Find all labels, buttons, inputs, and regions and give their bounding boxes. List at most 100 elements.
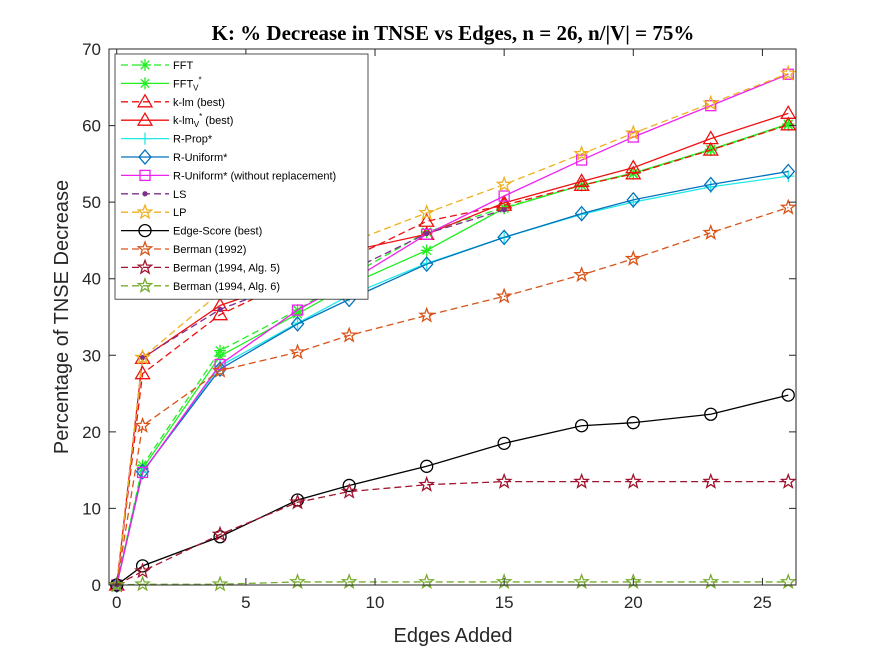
legend-item: Berman (1992) [121,240,246,257]
legend-marker [139,59,151,71]
data-point [213,530,227,544]
chart-title: K: % Decrease in TNSE vs Edges, n = 26, … [212,21,695,45]
data-point [134,348,152,365]
y-tick-label: 70 [82,40,101,59]
data-point [342,478,356,493]
legend: FFT FFTV* k-lm (best) k-lmV* (best) R-Prop* R… [114,53,369,300]
legend-item: FFTV* [121,75,202,92]
data-point [702,472,720,489]
legend-label: LS [173,189,186,201]
data-point [495,472,513,489]
data-point [626,191,641,208]
y-tick-label: 0 [92,576,101,595]
data-point [134,416,152,433]
legend-marker [138,149,152,165]
x-tick-label: 20 [624,593,643,612]
data-point [779,64,797,81]
data-point [291,317,304,330]
data-point [214,358,226,371]
data-point [211,525,229,542]
data-point [627,131,639,143]
data-point [420,244,433,257]
legend-item: Berman (1994, Alg. 6) [121,276,280,293]
legend-item: k-lm (best) [121,93,225,109]
x-tick-label: 10 [366,593,385,612]
legend-item: LP [121,203,186,220]
data-point [497,436,511,450]
legend-label: R-Uniform* [173,152,228,164]
data-point [289,343,306,360]
data-point [704,407,718,421]
data-point [573,472,591,489]
data-point [424,230,430,237]
legend-label: FFTV* [173,75,202,92]
data-point [134,562,152,579]
data-point [495,175,513,192]
data-point [703,176,718,193]
data-point [211,575,229,592]
y-tick-label: 40 [82,270,101,289]
axes-layer: 0 5 10 15 20 25 0 10 20 30 40 50 60 70 [82,40,797,612]
y-tick-label: 50 [82,193,101,212]
data-point [702,94,720,111]
data-point [135,463,150,480]
series-line [116,170,789,586]
legend-item: LS [121,189,186,201]
y-tick-label: 20 [82,423,101,442]
data-point [136,466,149,479]
data-point [418,203,436,221]
legend-label: Berman (1992) [173,244,246,256]
legend-marker [136,276,154,293]
data-point [574,419,589,433]
data-point [624,249,642,266]
data-point [497,229,512,246]
series-line [116,394,789,586]
data-point [624,124,642,141]
legend-marker [136,258,154,275]
legend-label: Berman (1994, Alg. 6) [173,281,280,293]
legend-item: R-Uniform* [121,149,228,165]
series-line [116,206,789,586]
data-point [291,307,304,320]
data-point [134,365,151,380]
legend-label: R-Prop* [173,134,213,146]
legend-marker [142,191,148,197]
legend-marker [136,240,154,257]
data-point [702,130,719,145]
data-point [418,475,436,492]
data-point [340,326,358,343]
data-point [217,306,223,312]
legend-label: k-lm (best) [173,97,225,109]
legend-marker [138,223,152,238]
y-tick-label: 10 [82,499,101,518]
series-line [116,124,789,586]
legend-label: Berman (1994, Alg. 5) [173,262,280,274]
legend-item: R-Uniform* (without replacement) [121,169,336,182]
legend-label: R-Uniform* (without replacement) [173,170,336,182]
legend-marker [139,77,151,90]
data-point [624,472,642,489]
data-point [574,205,589,222]
data-point [782,118,795,131]
data-point [781,388,795,402]
data-point [573,173,590,188]
x-tick-label: 5 [241,593,250,612]
legend-item: Edge-Score (best) [121,223,262,238]
data-point [211,361,229,378]
data-point [625,159,642,174]
legend-box [114,53,369,300]
data-point [108,576,126,593]
legend-marker [136,203,154,220]
data-point [781,163,796,180]
data-point [421,228,433,240]
legend-label: Edge-Score (best) [173,226,262,238]
data-point [573,145,591,162]
series-line [116,581,789,586]
data-point [573,177,590,191]
legend-marker [139,132,151,145]
data-point [780,116,797,131]
series-line [116,72,789,586]
data-point [213,361,227,378]
data-point [498,190,510,202]
